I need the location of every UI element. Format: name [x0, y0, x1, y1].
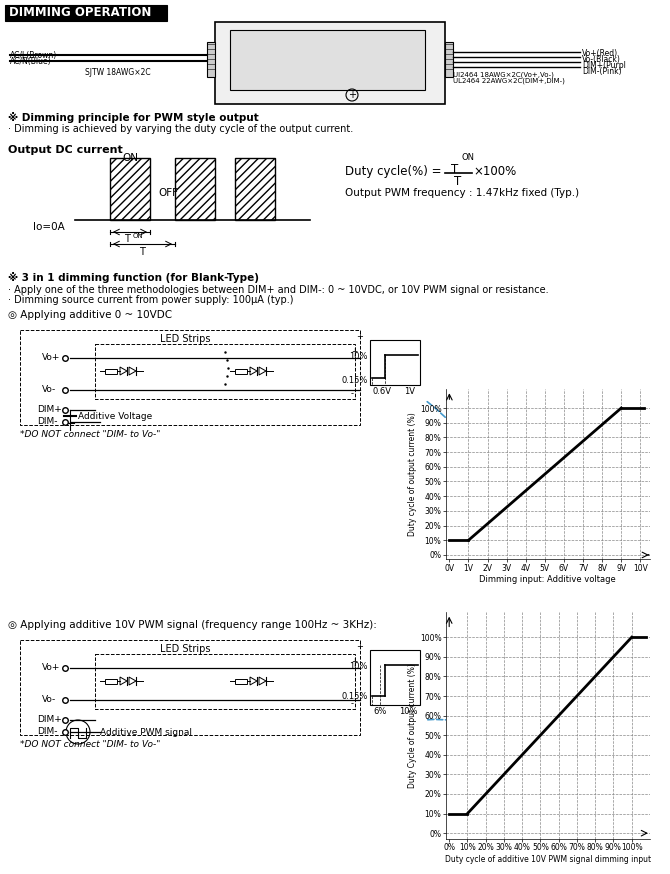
Text: 10%: 10% [399, 707, 417, 716]
X-axis label: Dimming input: Additive voltage: Dimming input: Additive voltage [479, 575, 616, 585]
Text: +: + [348, 90, 356, 100]
Text: AC/N(Blue): AC/N(Blue) [10, 57, 52, 66]
Text: Vo+: Vo+ [42, 352, 60, 362]
Text: UI2464 18AWG×2C(Vo+,Vo-): UI2464 18AWG×2C(Vo+,Vo-) [453, 72, 554, 79]
Bar [110, 158, 150, 220]
Text: Vo-(Black): Vo-(Black) [582, 55, 621, 64]
Bar [175, 158, 215, 220]
Text: DIM-: DIM- [37, 726, 58, 736]
Y-axis label: Duty cycle of output current (%): Duty cycle of output current (%) [408, 413, 417, 536]
Text: DIM-(Pink): DIM-(Pink) [582, 67, 622, 76]
Text: ×100%: ×100% [473, 165, 517, 178]
Text: ◎ Applying additive 10V PWM signal (frequency range 100Hz ~ 3KHz):: ◎ Applying additive 10V PWM signal (freq… [8, 620, 377, 630]
Bar [370, 650, 420, 705]
Text: Additive Voltage: Additive Voltage [78, 412, 152, 421]
Text: 0.6V: 0.6V [373, 387, 391, 396]
Text: Io=0A: Io=0A [34, 222, 65, 232]
Text: DIM-: DIM- [37, 417, 58, 426]
Text: 10%: 10% [350, 662, 368, 671]
Text: T: T [452, 163, 459, 176]
Text: OFF: OFF [158, 188, 178, 198]
Text: -: - [351, 699, 354, 708]
Bar [235, 679, 247, 684]
Bar [5, 5, 167, 21]
Text: T: T [124, 234, 130, 244]
Bar [105, 369, 117, 374]
Text: Vo+: Vo+ [42, 662, 60, 671]
Text: ◎ Applying additive 0 ~ 10VDC: ◎ Applying additive 0 ~ 10VDC [8, 310, 172, 320]
Text: 0.15%: 0.15% [342, 376, 368, 385]
Bar [235, 158, 275, 220]
Text: +: + [356, 332, 363, 341]
X-axis label: Duty cycle of additive 10V PWM signal dimming input: Duty cycle of additive 10V PWM signal di… [445, 855, 651, 864]
Text: *DO NOT connect "DIM- to Vo-": *DO NOT connect "DIM- to Vo-" [20, 740, 160, 749]
Text: ※ 3 in 1 dimming function (for Blank-Type): ※ 3 in 1 dimming function (for Blank-Typ… [8, 272, 259, 283]
Bar [215, 22, 445, 104]
Bar [105, 679, 117, 684]
Text: Additive PWM signal: Additive PWM signal [100, 728, 192, 737]
Text: DIM+: DIM+ [37, 405, 62, 413]
Text: ON: ON [122, 153, 138, 163]
Bar [20, 330, 360, 425]
Text: 0.15%: 0.15% [342, 692, 368, 701]
Text: LED Strips: LED Strips [159, 644, 210, 654]
Text: · Apply one of the three methodologies between DIM+ and DIM-: 0 ~ 10VDC, or 10V : · Apply one of the three methodologies b… [8, 285, 549, 295]
Text: ON: ON [133, 233, 143, 239]
Bar [95, 654, 355, 709]
Text: -: - [351, 389, 354, 398]
Text: T: T [139, 247, 145, 257]
Text: Duty cycle(%) =: Duty cycle(%) = [345, 165, 442, 178]
Bar [95, 344, 355, 399]
Text: 10%: 10% [350, 352, 368, 361]
Text: DIM+(Purpl: DIM+(Purpl [582, 61, 626, 70]
Text: · Dimming is achieved by varying the duty cycle of the output current.: · Dimming is achieved by varying the dut… [8, 124, 353, 134]
Text: Vo-: Vo- [42, 385, 56, 393]
Y-axis label: Duty Cycle of output current (%): Duty Cycle of output current (%) [408, 663, 417, 787]
Text: ※ Dimming principle for PWM style output: ※ Dimming principle for PWM style output [8, 112, 259, 123]
Text: · Dimming source current from power supply: 100μA (typ.): · Dimming source current from power supp… [8, 295, 293, 305]
Text: ON: ON [461, 153, 474, 162]
Text: DIMMING OPERATION: DIMMING OPERATION [9, 6, 151, 19]
Text: DIM+: DIM+ [37, 715, 62, 724]
Text: +: + [351, 347, 357, 356]
Text: +: + [351, 657, 357, 666]
Text: 6%: 6% [373, 707, 387, 716]
Text: Vo+(Red): Vo+(Red) [582, 49, 618, 58]
Bar [235, 369, 247, 374]
Text: Vo-: Vo- [42, 695, 56, 704]
Bar [20, 640, 360, 735]
Text: Output PWM frequency : 1.47kHz fixed (Typ.): Output PWM frequency : 1.47kHz fixed (Ty… [345, 188, 579, 198]
Text: Output DC current: Output DC current [8, 145, 123, 155]
Text: +: + [356, 642, 363, 651]
Bar [207, 42, 215, 77]
Bar [445, 42, 453, 77]
Text: *DO NOT connect "DIM- to Vo-": *DO NOT connect "DIM- to Vo-" [20, 430, 160, 439]
Text: AC/L(Brown): AC/L(Brown) [10, 51, 57, 60]
Text: 1V: 1V [405, 387, 415, 396]
Text: SJTW 18AWG×2C: SJTW 18AWG×2C [85, 68, 151, 77]
Text: T: T [454, 175, 462, 188]
Text: LED Strips: LED Strips [159, 334, 210, 344]
Bar [370, 340, 420, 385]
Bar [230, 30, 425, 90]
Text: UL2464 22AWG×2C(DIM+,DIM-): UL2464 22AWG×2C(DIM+,DIM-) [453, 78, 565, 85]
